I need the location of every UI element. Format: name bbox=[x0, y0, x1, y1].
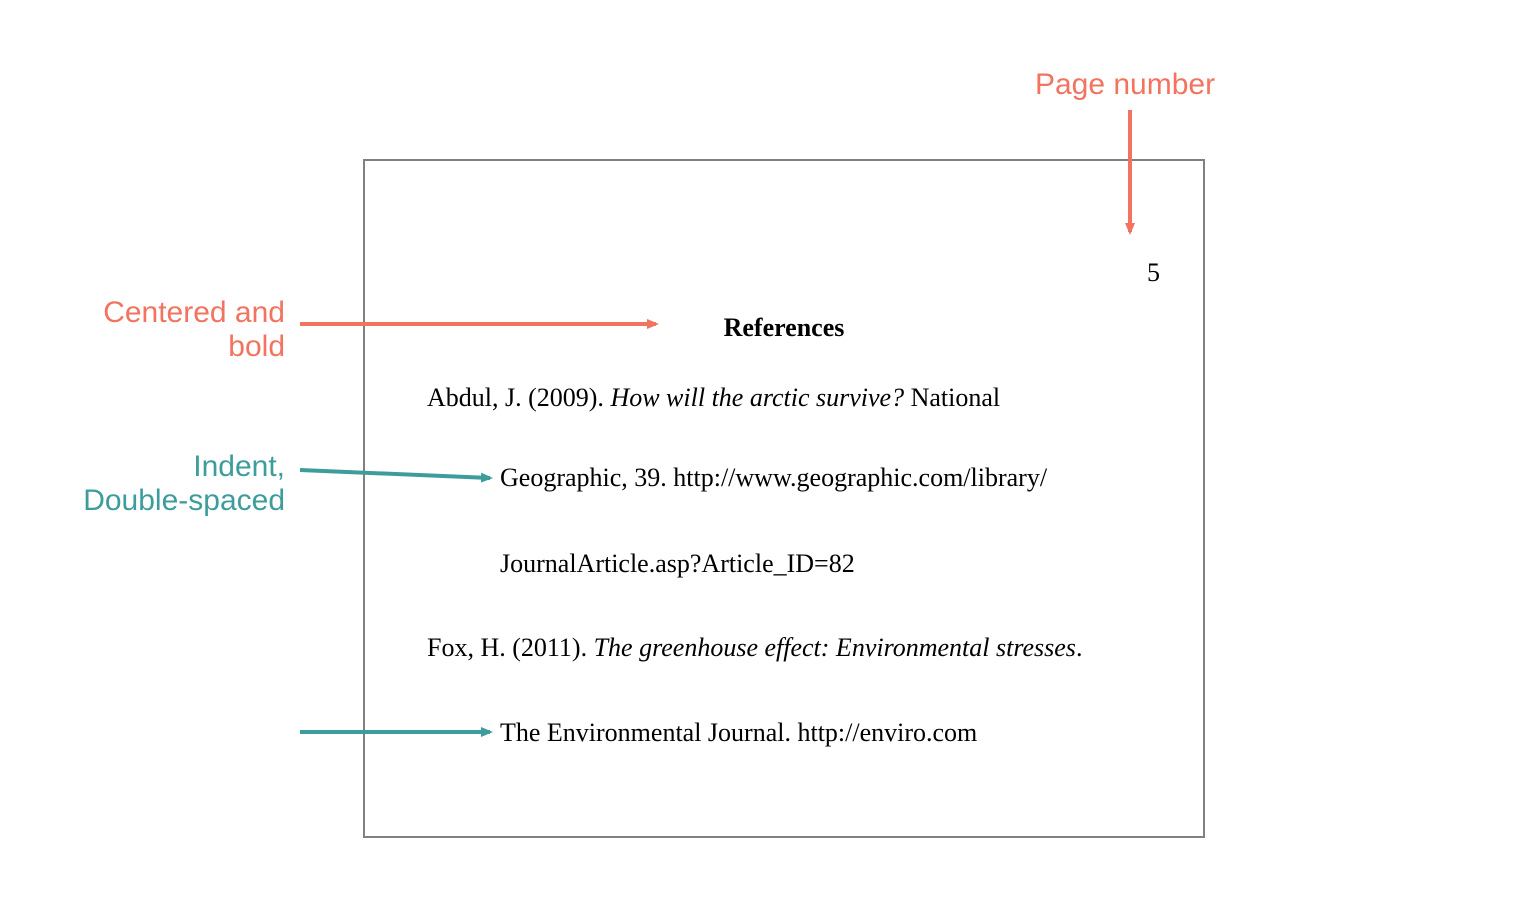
arrow-indent-1 bbox=[300, 470, 490, 478]
arrows-layer bbox=[0, 0, 1540, 900]
diagram-canvas: 5 References Abdul, J. (2009). How will … bbox=[0, 0, 1540, 900]
